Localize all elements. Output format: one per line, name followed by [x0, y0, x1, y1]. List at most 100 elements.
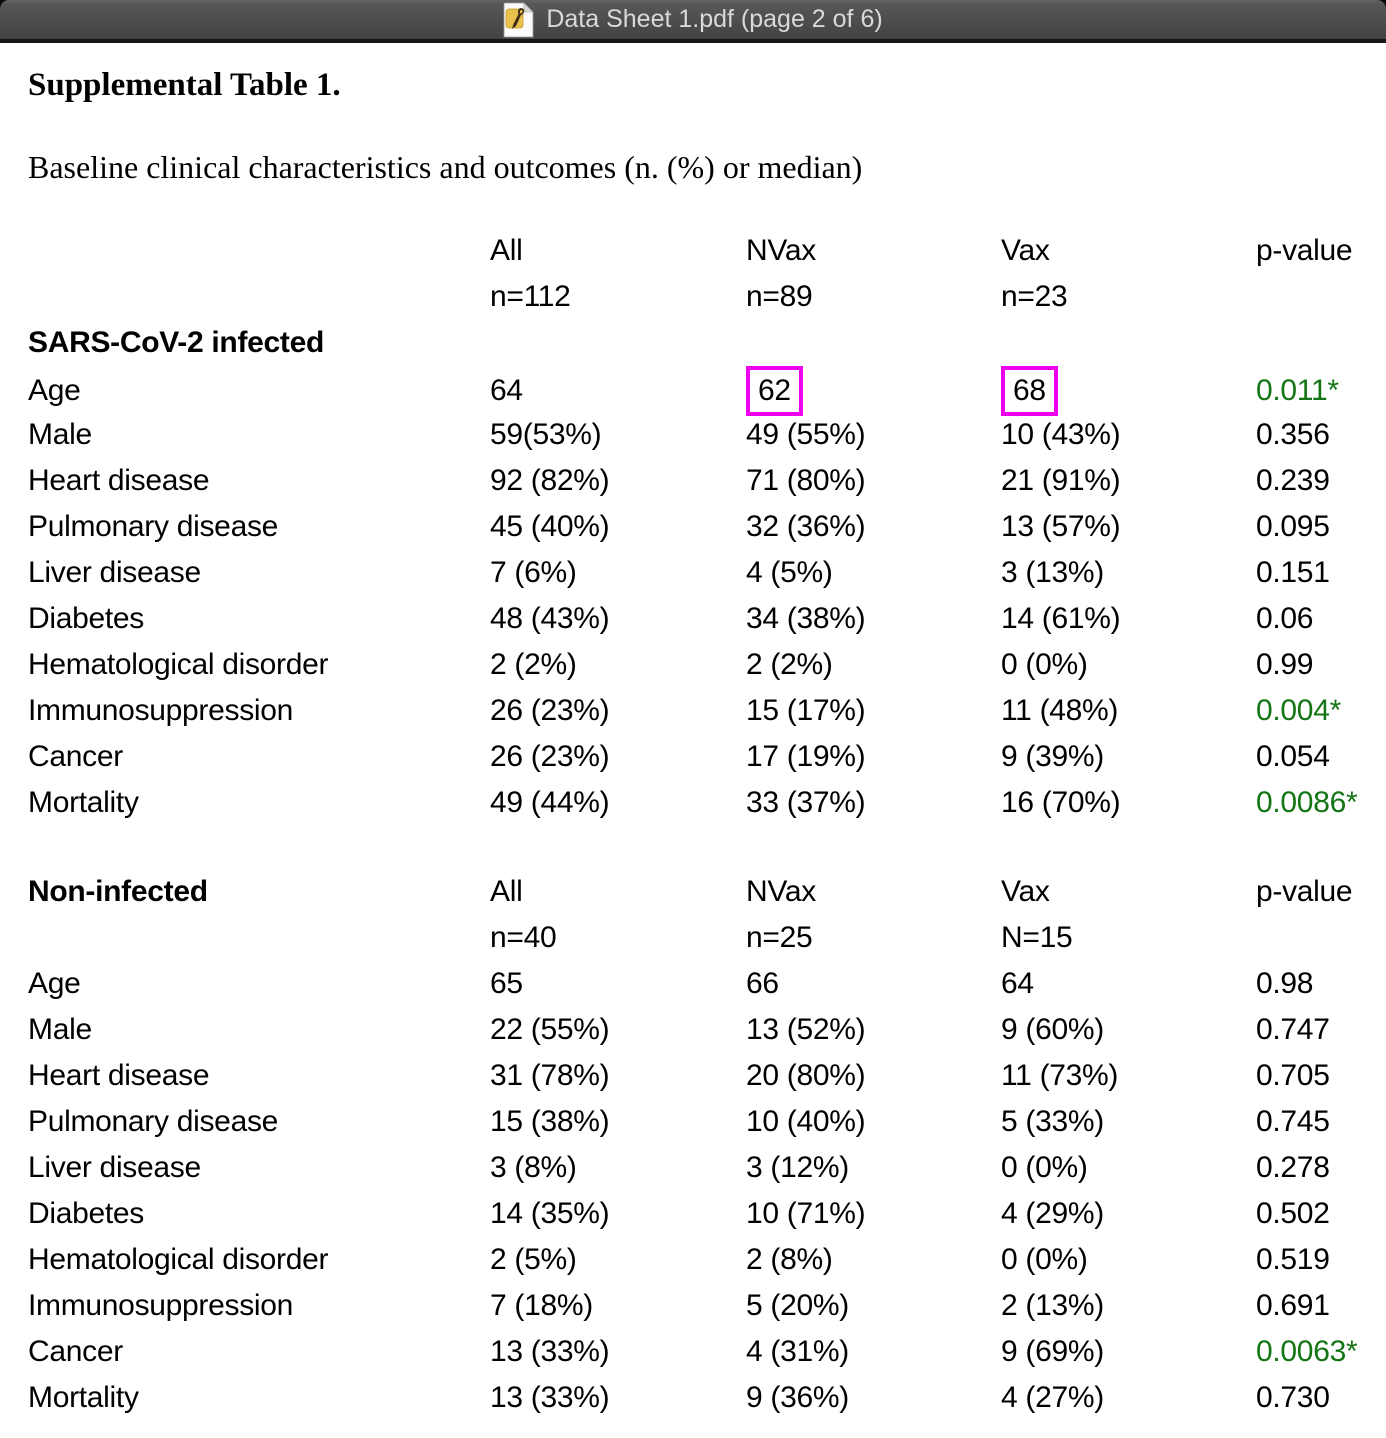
cell-nvax: 15 (17%): [746, 694, 866, 727]
table-row: Liver disease 3 (8%) 3 (12%) 0 (0%) 0.27…: [28, 1145, 1360, 1191]
row-label: Heart disease: [28, 1059, 210, 1092]
cell-all: 22 (55%): [490, 1013, 610, 1046]
cell-all: 48 (43%): [490, 602, 610, 635]
cell-vax: 16 (70%): [1001, 786, 1121, 819]
cell-nvax: 9 (36%): [746, 1381, 849, 1414]
cell-all: 2 (5%): [490, 1243, 577, 1276]
pdf-page: Supplemental Table 1. Baseline clinical …: [0, 67, 1386, 1421]
table-row: Immunosuppression 26 (23%) 15 (17%) 11 (…: [28, 688, 1360, 734]
table-row: Heart disease 31 (78%) 20 (80%) 11 (73%)…: [28, 1053, 1360, 1099]
row-label: Immunosuppression: [28, 1289, 294, 1322]
row-label: Diabetes: [28, 1197, 145, 1230]
cell-pvalue: 0.054: [1256, 740, 1330, 773]
cell-pvalue: 0.705: [1256, 1059, 1330, 1092]
n-nvax: n=89: [746, 280, 813, 313]
cell-nvax: 4 (31%): [746, 1335, 849, 1368]
cell-all: 65: [490, 967, 523, 1000]
cell-pvalue: 0.0086*: [1256, 786, 1358, 819]
table-row: Age 64 62 68 0.011*: [28, 366, 1360, 416]
cell-nvax: 49 (55%): [746, 418, 866, 451]
cell-pvalue: 0.502: [1256, 1197, 1330, 1230]
cell-pvalue: 0.239: [1256, 464, 1330, 497]
column-header-nvax: NVax: [746, 875, 816, 908]
cell-nvax: 20 (80%): [746, 1059, 866, 1092]
cell-vax: 9 (60%): [1001, 1013, 1104, 1046]
cell-pvalue: 0.747: [1256, 1013, 1330, 1046]
cell-all: 3 (8%): [490, 1151, 577, 1184]
cell-pvalue: 0.06: [1256, 602, 1314, 635]
cell-nvax: 13 (52%): [746, 1013, 866, 1046]
cell-nvax: 66: [746, 967, 779, 1000]
row-label: Hematological disorder: [28, 1243, 329, 1276]
cell-all: 92 (82%): [490, 464, 610, 497]
cell-all: 45 (40%): [490, 510, 610, 543]
table-row: Immunosuppression 7 (18%) 5 (20%) 2 (13%…: [28, 1283, 1360, 1329]
cell-vax: 11 (73%): [1001, 1059, 1119, 1092]
column-header-vax: Vax: [1001, 234, 1050, 267]
table-row: Diabetes 14 (35%) 10 (71%) 4 (29%) 0.502: [28, 1191, 1360, 1237]
cell-vax: 3 (13%): [1001, 556, 1104, 589]
column-header-vax: Vax: [1001, 875, 1050, 908]
row-label: Liver disease: [28, 1151, 201, 1184]
cell-vax: 13 (57%): [1001, 510, 1121, 543]
row-label: Pulmonary disease: [28, 510, 279, 543]
table-caption: Baseline clinical characteristics and ou…: [28, 149, 863, 185]
n-all: n=40: [490, 921, 557, 954]
cell-vax: 9 (69%): [1001, 1335, 1104, 1368]
cell-pvalue: 0.99: [1256, 648, 1314, 681]
table-non-infected: Non-infected All NVax Vax p-value n=40 n…: [28, 869, 1360, 1421]
cell-pvalue: 0.004*: [1256, 694, 1341, 727]
cell-nvax: 5 (20%): [746, 1289, 849, 1322]
table-row: Pulmonary disease 15 (38%) 10 (40%) 5 (3…: [28, 1099, 1360, 1145]
row-label: Mortality: [28, 786, 139, 819]
cell-pvalue: 0.691: [1256, 1289, 1330, 1322]
cell-pvalue: 0.151: [1256, 556, 1330, 589]
table-header-row: All NVax Vax p-value: [28, 228, 1360, 274]
cell-all: 2 (2%): [490, 648, 577, 681]
table-row: Cancer 26 (23%) 17 (19%) 9 (39%) 0.054: [28, 734, 1360, 780]
table-row: Liver disease 7 (6%) 4 (5%) 3 (13%) 0.15…: [28, 550, 1360, 596]
cell-vax: 10 (43%): [1001, 418, 1121, 451]
table-row: Age 65 66 64 0.98: [28, 961, 1360, 1007]
cell-vax: 2 (13%): [1001, 1289, 1104, 1322]
cell-vax: 5 (33%): [1001, 1105, 1104, 1138]
table-row: Pulmonary disease 45 (40%) 32 (36%) 13 (…: [28, 504, 1360, 550]
section-header-row: SARS-CoV-2 infected: [28, 320, 1360, 366]
table-row: Mortality 13 (33%) 9 (36%) 4 (27%) 0.730: [28, 1375, 1360, 1421]
row-label: Male: [28, 418, 92, 451]
table-header-row: Non-infected All NVax Vax p-value: [28, 869, 1360, 915]
cell-all: 49 (44%): [490, 786, 610, 819]
highlight-box: 68: [1001, 366, 1058, 416]
cell-nvax: 62: [746, 366, 1001, 416]
cell-all: 59(53%): [490, 418, 602, 451]
pdf-file-icon: [503, 1, 535, 37]
column-header-nvax: NVax: [746, 234, 816, 267]
table-sars-cov2-infected: All NVax Vax p-value n=112 n=89 n=23 SAR…: [28, 228, 1360, 826]
section-label: SARS-CoV-2 infected: [28, 326, 325, 359]
cell-nvax: 10 (40%): [746, 1105, 866, 1138]
row-label: Liver disease: [28, 556, 201, 589]
section-label: Non-infected: [28, 875, 208, 908]
cell-pvalue: 0.0063*: [1256, 1335, 1358, 1368]
cell-pvalue: 0.278: [1256, 1151, 1330, 1184]
window-titlebar[interactable]: Data Sheet 1.pdf (page 2 of 6): [0, 0, 1386, 43]
cell-vax: 21 (91%): [1001, 464, 1121, 497]
cell-all: 31 (78%): [490, 1059, 610, 1092]
column-header-all: All: [490, 875, 523, 908]
row-label: Hematological disorder: [28, 648, 329, 681]
cell-all: 26 (23%): [490, 740, 610, 773]
column-header-pvalue: p-value: [1256, 875, 1353, 908]
cell-pvalue: 0.356: [1256, 418, 1330, 451]
n-all: n=112: [490, 280, 571, 313]
n-vax: N=15: [1001, 921, 1073, 954]
table-n-row: n=112 n=89 n=23: [28, 274, 1360, 320]
table-row: Hematological disorder 2 (2%) 2 (2%) 0 (…: [28, 642, 1360, 688]
cell-nvax: 17 (19%): [746, 740, 866, 773]
row-label: Cancer: [28, 740, 123, 773]
cell-all: 13 (33%): [490, 1335, 610, 1368]
cell-all: 26 (23%): [490, 694, 610, 727]
row-label: Pulmonary disease: [28, 1105, 279, 1138]
cell-vax: 68: [1001, 366, 1256, 416]
n-nvax: n=25: [746, 921, 813, 954]
cell-nvax: 2 (8%): [746, 1243, 833, 1276]
